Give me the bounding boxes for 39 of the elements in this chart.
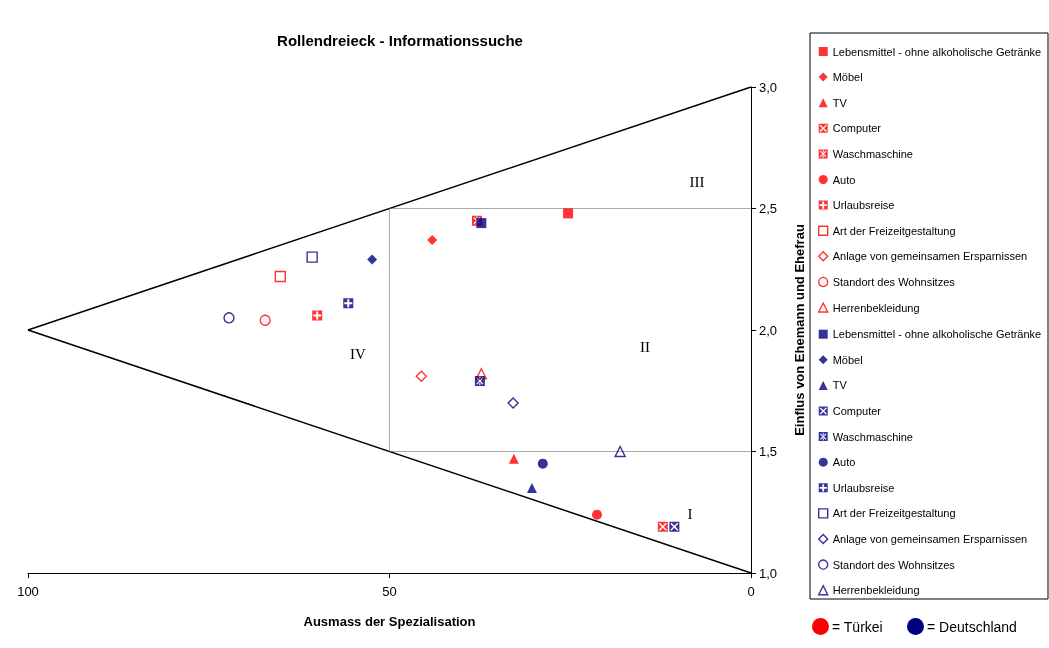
text: = Türkei	[832, 618, 883, 635]
legend-label: Waschmaschine	[832, 430, 913, 443]
annotation: I	[687, 506, 693, 522]
annotation: II	[640, 339, 650, 355]
legend-label: Standort des Wohnsitzes	[832, 275, 956, 288]
x-tick-label: 0	[747, 584, 755, 599]
y-tick-label: 1,0	[759, 565, 778, 581]
legend-label: Möbel	[832, 353, 863, 366]
legend-label: Urlaubsreise	[832, 481, 895, 494]
legend-label: Urlaubsreise	[832, 199, 895, 212]
legend-label: TV	[832, 96, 848, 109]
legend-label: Lebensmittel - ohne alkoholische Getränke	[832, 328, 1042, 341]
legend-label: Art der Freizeitgestaltung	[832, 507, 956, 520]
legend-label: Herrenbekleidung	[832, 584, 920, 597]
y-tick-label: 2,5	[759, 201, 778, 216]
text: = Deutschland	[927, 618, 1017, 635]
legend-label: Art der Freizeitgestaltung	[832, 224, 956, 237]
legend-label: Auto	[832, 456, 856, 469]
legend-label: Lebensmittel - ohne alkoholische Getränke	[832, 45, 1042, 58]
annotation: IV	[350, 346, 367, 362]
legend-label: Standort des Wohnsitzes	[832, 558, 956, 571]
legend-label: Möbel	[832, 71, 863, 84]
x-tick-label: 100	[17, 584, 39, 599]
legend-label: Auto	[832, 173, 856, 186]
annotation: III	[689, 174, 705, 190]
y-tick-label: 2,0	[759, 322, 778, 338]
x-axis-title: Ausmass der Spezialisation	[303, 614, 476, 629]
legend-label: Waschmaschine	[832, 147, 913, 160]
legend-label: Computer	[832, 405, 882, 417]
y-tick-label: 3,0	[759, 79, 778, 95]
legend-label: Herrenbekleidung	[832, 301, 920, 314]
legend-label: Anlage von gemeinsamen Ersparnissen	[832, 533, 1028, 545]
legend-label: TV	[832, 379, 848, 392]
chart-title: Rollendreieck - Informationssuche	[277, 32, 523, 49]
y-tick-label: 1,5	[759, 444, 778, 459]
legend-label: Computer	[832, 122, 882, 135]
legend-label: Anlage von gemeinsamen Ersparnissen	[832, 250, 1028, 263]
x-tick-label: 50	[382, 584, 397, 599]
y-axis-title: Einflus von Ehemann und Ehefrau	[792, 224, 807, 436]
